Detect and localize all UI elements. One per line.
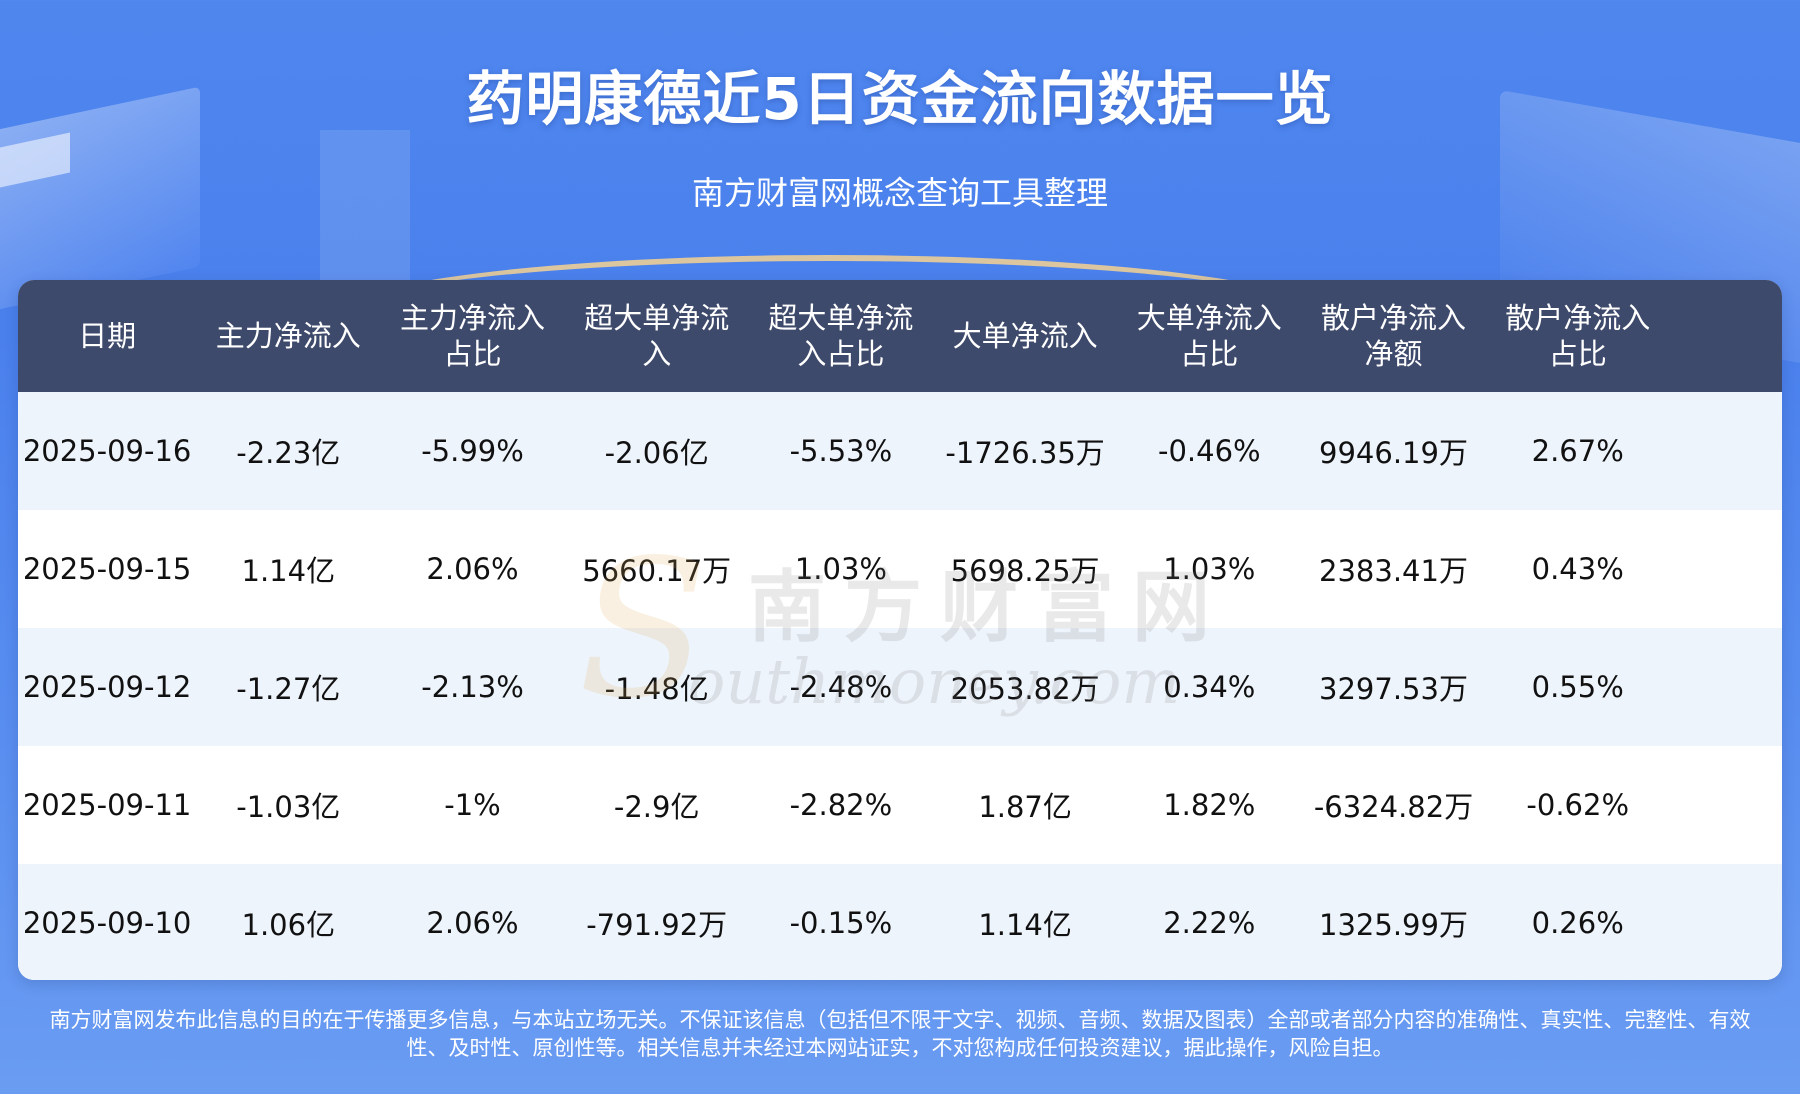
column-header: 散户净流入 净额 bbox=[1321, 301, 1467, 371]
column-header: 主力净流入 占比 bbox=[399, 301, 545, 371]
date-cell: 2025-09-12 bbox=[22, 670, 192, 704]
table-cell-spacer bbox=[1670, 510, 1782, 628]
table-cell-spacer bbox=[1670, 628, 1782, 746]
page-subtitle: 南方财富网概念查询工具整理 bbox=[691, 174, 1108, 212]
disclaimer-line: 性、及时性、原创性等。相关信息并未经过本网站证实，不对您构成任何投资建议，据此操… bbox=[406, 1036, 1394, 1060]
table-cell: 0.55% bbox=[1531, 670, 1624, 704]
column-header: 超大单净流 入占比 bbox=[768, 301, 914, 371]
table-cell: 1.03% bbox=[794, 552, 887, 586]
page-title: 药明康德近5日资金流向数据一览 bbox=[466, 65, 1334, 133]
column-header: 大单净流入 bbox=[952, 319, 1098, 353]
table-cell-spacer bbox=[1670, 392, 1782, 510]
table-cell: 5660.17万 bbox=[582, 554, 732, 588]
column-header: 日期 bbox=[78, 319, 137, 353]
disclaimer: 南方财富网发布此信息的目的在于传播更多信息，与本站立场无关。不保证该信息（包括但… bbox=[6, 1006, 1794, 1062]
table-row: 2025-09-11 -1.03亿 -1% -2.9亿 -2.82% 1.87亿 1.82%… bbox=[18, 746, 1782, 864]
table-cell: 2053.82万 bbox=[950, 672, 1100, 706]
table-cell: -2.48% bbox=[789, 670, 893, 704]
table-cell: 5698.25万 bbox=[950, 554, 1100, 588]
table-cell: -1726.35万 bbox=[945, 436, 1105, 470]
table-cell: 1.14亿 bbox=[978, 908, 1072, 942]
table-cell: 2383.41万 bbox=[1319, 554, 1468, 588]
column-header: 超大单净流 入 bbox=[584, 301, 730, 371]
table-header-row: 日期 主力净流入 主力净流入 占比 超大单净流 入超大单净流 入占比 大单净流入 大单净流… bbox=[18, 280, 1782, 392]
column-header: 大单净流入 占比 bbox=[1136, 301, 1282, 371]
table-cell: -5.53% bbox=[789, 434, 893, 468]
table-row: 2025-09-10 1.06亿 2.06% -791.92万 -0.15% 1.14亿 2… bbox=[18, 864, 1782, 980]
column-header: 散户净流入 占比 bbox=[1505, 301, 1651, 371]
table-cell-spacer bbox=[1670, 746, 1782, 864]
table-cell: -2.23亿 bbox=[236, 436, 341, 470]
disclaimer-line: 南方财富网发布此信息的目的在于传播更多信息，与本站立场无关。不保证该信息（包括但… bbox=[49, 1008, 1751, 1032]
table-cell: -0.62% bbox=[1526, 788, 1629, 822]
table-cell: -791.92万 bbox=[586, 908, 728, 942]
table-cell: 3297.53万 bbox=[1319, 672, 1468, 706]
table-cell: 1.87亿 bbox=[978, 790, 1072, 824]
table-cell: -0.46% bbox=[1158, 434, 1261, 468]
table-cell-spacer bbox=[1670, 864, 1782, 980]
table-cell: 1.03% bbox=[1163, 552, 1256, 586]
table-cell: 2.22% bbox=[1163, 906, 1256, 940]
table-cell: 9946.19万 bbox=[1319, 436, 1468, 470]
table-row: 2025-09-15 1.14亿 2.06% 5660.17万 1.03% 5698.25… bbox=[18, 510, 1782, 628]
table-cell: -0.15% bbox=[789, 906, 893, 940]
table-body: 2025-09-16 -2.23亿 -5.99% -2.06亿 -5.53% -1726.… bbox=[18, 392, 1782, 980]
table-cell: -2.82% bbox=[789, 788, 893, 822]
table-cell: 1325.99万 bbox=[1319, 908, 1468, 942]
table-cell: -2.9亿 bbox=[613, 790, 700, 824]
date-cell: 2025-09-15 bbox=[22, 552, 192, 586]
table-cell: -1% bbox=[444, 788, 501, 822]
table-cell: 0.26% bbox=[1531, 906, 1624, 940]
table-row: 2025-09-12 -1.27亿 -2.13% -1.48亿 -2.48% 2053.8… bbox=[18, 628, 1782, 746]
table-cell: 1.14亿 bbox=[241, 554, 336, 588]
table-row: 2025-09-16 -2.23亿 -5.99% -2.06亿 -5.53% -1726.… bbox=[18, 392, 1782, 510]
table-cell: 2.67% bbox=[1531, 434, 1624, 468]
table-cell: 2.06% bbox=[426, 552, 519, 586]
fund-flow-table-card: 日期 主力净流入 主力净流入 占比 超大单净流 入超大单净流 入占比 大单净流入 大单净流… bbox=[18, 280, 1782, 980]
date-cell: 2025-09-16 bbox=[22, 434, 192, 468]
table-cell: -5.99% bbox=[421, 434, 524, 468]
column-header: 主力净流入 bbox=[215, 319, 361, 353]
table-cell: -1.48亿 bbox=[604, 672, 709, 706]
column-header-spacer bbox=[1670, 280, 1782, 392]
table-cell: 0.43% bbox=[1531, 552, 1624, 586]
table-cell: -6324.82万 bbox=[1313, 790, 1474, 824]
fund-flow-table: 日期 主力净流入 主力净流入 占比 超大单净流 入超大单净流 入占比 大单净流入 大单净流… bbox=[18, 280, 1782, 980]
table-cell: 0.34% bbox=[1163, 670, 1256, 704]
table-cell: 1.06亿 bbox=[241, 908, 336, 942]
date-cell: 2025-09-10 bbox=[22, 906, 192, 940]
table-cell: 1.82% bbox=[1163, 788, 1256, 822]
date-cell: 2025-09-11 bbox=[22, 788, 192, 822]
table-cell: 2.06% bbox=[426, 906, 519, 940]
table-cell: -1.27亿 bbox=[236, 672, 341, 706]
table-cell: -1.03亿 bbox=[236, 790, 341, 824]
table-cell: -2.06亿 bbox=[604, 436, 709, 470]
table-cell: -2.13% bbox=[421, 670, 524, 704]
